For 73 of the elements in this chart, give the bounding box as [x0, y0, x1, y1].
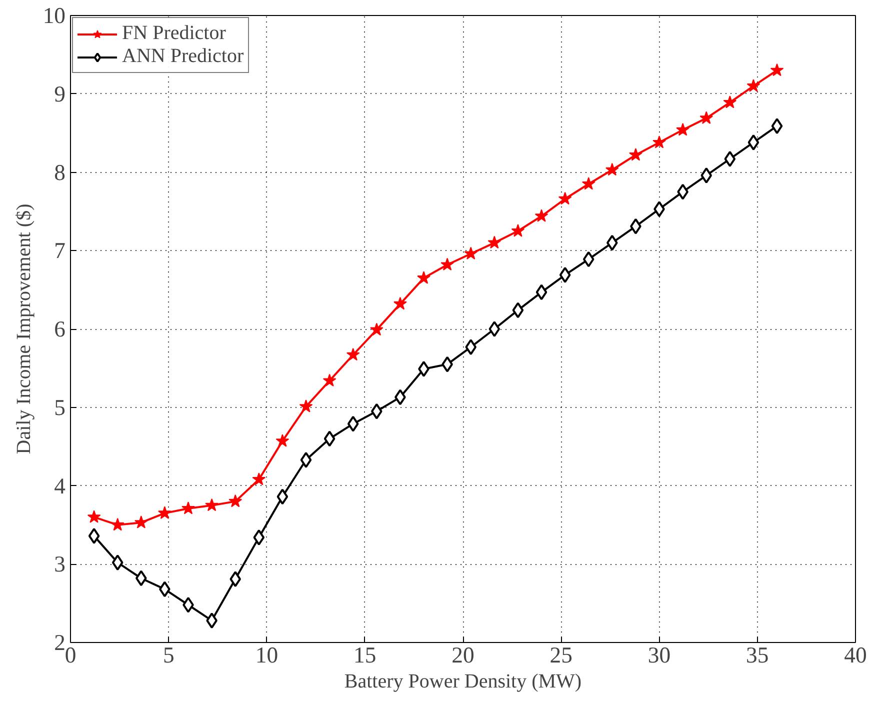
point	[676, 122, 690, 136]
y-tick-label: 3	[54, 552, 66, 577]
point	[723, 95, 737, 108]
x-tick-label: 30	[648, 642, 671, 668]
point	[440, 258, 454, 270]
point	[770, 63, 784, 76]
point	[748, 134, 760, 150]
point	[276, 434, 290, 447]
point	[324, 430, 336, 447]
y-tick-label: 4	[54, 473, 66, 498]
point	[276, 488, 288, 505]
y-tick-label: 8	[54, 160, 66, 185]
x-tick-label: 35	[746, 642, 769, 668]
point	[582, 177, 596, 190]
x-tick-label: 20	[452, 642, 474, 668]
point	[300, 452, 312, 468]
point	[252, 472, 266, 486]
legend-label: ANN Predictor	[122, 45, 244, 68]
point	[135, 570, 147, 586]
point	[536, 284, 548, 300]
point	[511, 224, 525, 237]
y-tick-label: 9	[54, 81, 66, 106]
point	[158, 506, 172, 519]
point	[299, 400, 313, 412]
legend-label: FN Predictor	[122, 22, 226, 45]
point	[134, 516, 148, 528]
point	[370, 322, 384, 336]
y-tick-label: 2	[54, 630, 66, 655]
x-tick-label: 0	[64, 642, 76, 668]
point	[724, 150, 736, 167]
point	[534, 209, 548, 222]
point	[606, 234, 618, 251]
x-axis-title: Battery Power Density (MW)	[344, 670, 582, 692]
point	[88, 528, 100, 544]
point	[465, 339, 477, 356]
x-tick-label: 5	[162, 642, 174, 668]
point	[629, 148, 642, 161]
point	[746, 79, 760, 92]
point	[488, 236, 502, 249]
x-tick-label: 25	[550, 642, 572, 668]
point	[346, 348, 360, 361]
point	[110, 518, 124, 531]
point	[558, 192, 572, 205]
point	[652, 135, 666, 148]
point	[582, 251, 594, 268]
y-tick-label: 5	[54, 394, 66, 420]
point	[370, 403, 382, 420]
point	[488, 321, 500, 337]
y-tick-label: 7	[54, 238, 66, 264]
point	[605, 162, 619, 176]
point	[87, 510, 101, 523]
point	[512, 302, 524, 318]
point	[559, 266, 571, 283]
y-tick-label: 10	[42, 3, 66, 28]
x-tick-label: 40	[844, 642, 867, 668]
point	[417, 271, 430, 284]
point	[253, 529, 265, 546]
x-tick-label: 10	[255, 642, 278, 668]
point	[322, 374, 336, 386]
point	[347, 416, 359, 432]
point	[228, 494, 242, 508]
point	[464, 246, 478, 260]
point	[771, 118, 783, 134]
x-tick-label: 15	[354, 642, 376, 668]
point	[700, 111, 714, 124]
point	[205, 498, 218, 512]
point	[112, 554, 124, 571]
point	[230, 571, 242, 588]
point	[700, 167, 712, 184]
y-axis-title: Daily Income Improvement ($)	[12, 204, 35, 454]
point	[182, 501, 195, 514]
y-tick-label: 6	[54, 316, 66, 342]
point	[394, 296, 407, 310]
